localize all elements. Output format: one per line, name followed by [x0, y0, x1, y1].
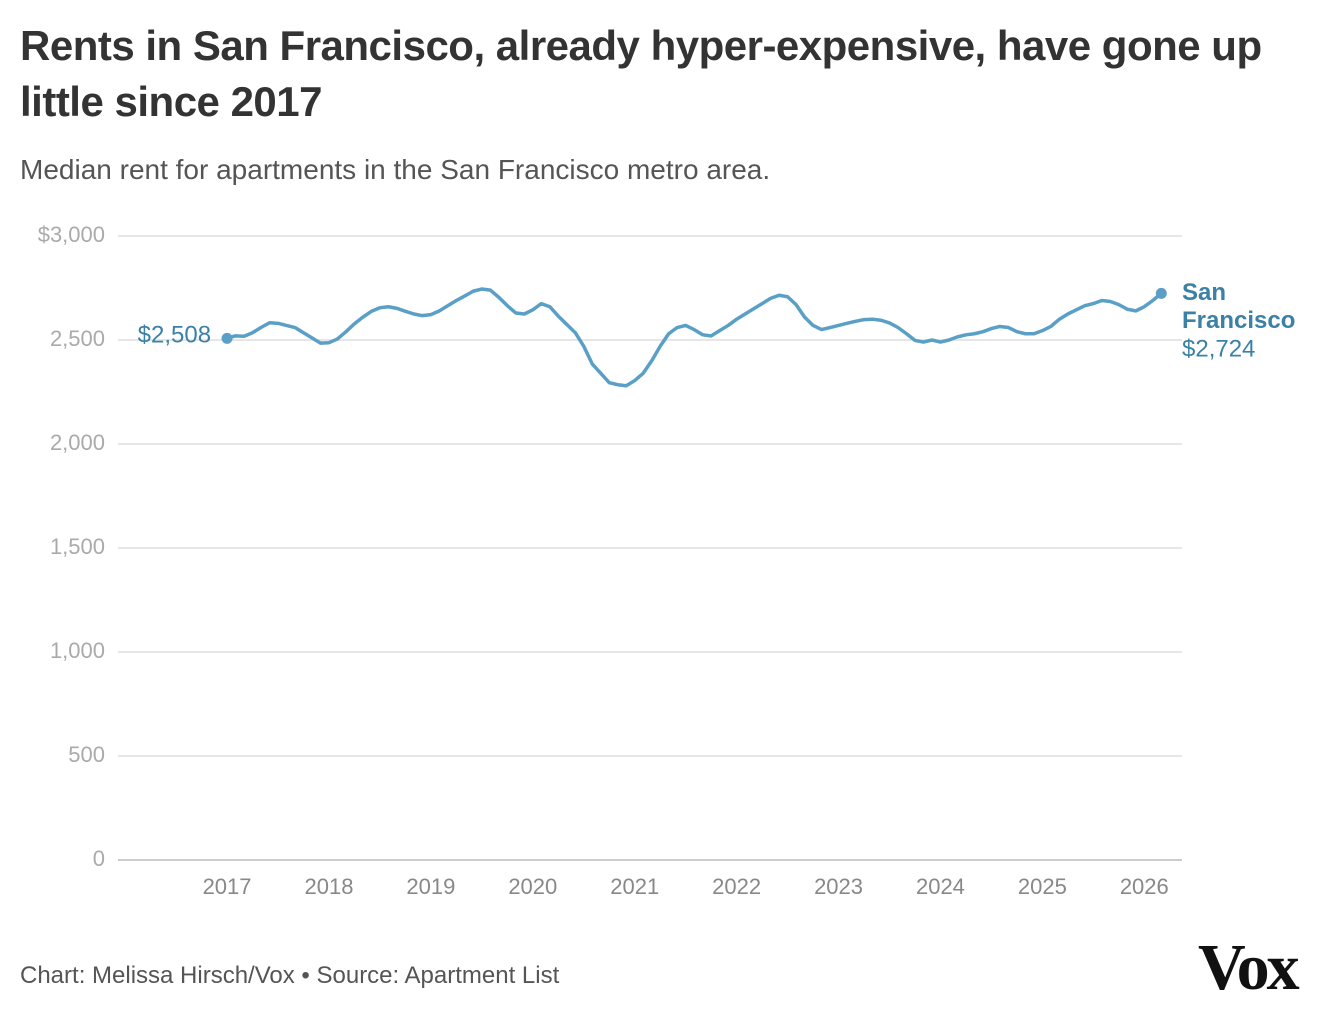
x-tick-label: 2022 — [712, 874, 761, 899]
x-tick-label: 2018 — [304, 874, 353, 899]
x-tick-label: 2019 — [406, 874, 455, 899]
x-tick-label: 2024 — [916, 874, 965, 899]
y-tick-label: $3,000 — [38, 222, 105, 247]
x-tick-label: 2020 — [508, 874, 557, 899]
x-tick-label: 2023 — [814, 874, 863, 899]
chart-subtitle: Median rent for apartments in the San Fr… — [20, 154, 771, 185]
point — [1155, 287, 1167, 299]
y-tick-label: 0 — [93, 846, 105, 871]
y-tick-label: 2,500 — [50, 326, 105, 351]
series-label: San Francisco — [1182, 279, 1296, 334]
logo: Vox — [1198, 931, 1300, 1004]
value-label: $2,508 — [138, 322, 211, 349]
x-tick-label: 2025 — [1018, 874, 1067, 899]
y-tick-label: 1,500 — [50, 534, 105, 559]
x-tick-label: 2021 — [610, 874, 659, 899]
y-tick-label: 2,000 — [50, 430, 105, 455]
y-tick-label: 1,000 — [50, 638, 105, 663]
line — [226, 287, 1163, 388]
credit: Chart: Melissa Hirsch/Vox • Source: Apar… — [20, 962, 560, 989]
chart-title: Rents in San Francisco, already hyper-ex… — [20, 22, 1262, 125]
x-tick-label: 2017 — [203, 874, 252, 899]
y-tick-label: 500 — [68, 742, 105, 767]
value-label: $2,724 — [1182, 335, 1255, 362]
point — [221, 332, 233, 344]
x-tick-label: 2026 — [1120, 874, 1169, 899]
